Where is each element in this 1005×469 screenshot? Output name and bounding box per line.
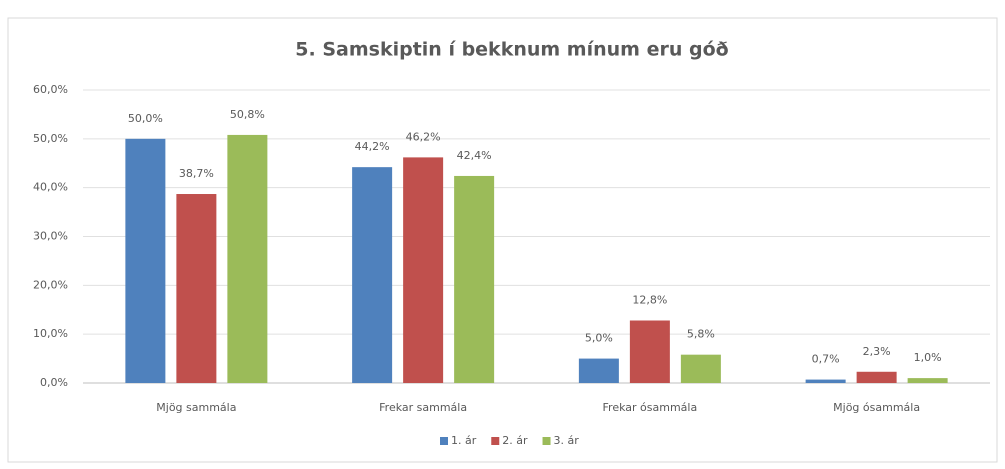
legend-label: 2. ár — [502, 434, 528, 447]
y-tick-label: 20,0% — [33, 278, 68, 291]
bar — [578, 358, 619, 383]
legend-label: 3. ár — [554, 434, 580, 447]
x-tick-label: Mjög ósammála — [833, 401, 920, 414]
data-label: 5,8% — [687, 328, 715, 341]
x-tick-label: Mjög sammála — [156, 401, 236, 414]
bar — [352, 167, 393, 383]
y-tick-label: 50,0% — [33, 132, 68, 145]
chart-frame — [7, 17, 998, 463]
legend-swatch — [440, 437, 448, 445]
data-label: 50,8% — [230, 108, 265, 121]
bar — [805, 379, 846, 383]
y-tick-label: 60,0% — [33, 83, 68, 96]
data-label: 46,2% — [406, 130, 441, 143]
data-label: 5,0% — [585, 332, 613, 345]
y-tick-label: 30,0% — [33, 230, 68, 243]
bar — [629, 320, 670, 383]
data-label: 38,7% — [179, 167, 214, 180]
y-tick-label: 0,0% — [40, 376, 68, 389]
data-label: 44,2% — [355, 140, 390, 153]
bar — [680, 354, 721, 383]
bar — [125, 138, 166, 383]
bar — [227, 134, 268, 383]
y-tick-label: 40,0% — [33, 181, 68, 194]
data-label: 42,4% — [457, 149, 492, 162]
bar — [403, 157, 444, 383]
y-tick-label: 10,0% — [33, 327, 68, 340]
x-tick-label: Frekar sammála — [379, 401, 467, 414]
data-label: 0,7% — [812, 353, 840, 366]
bar — [907, 378, 948, 383]
x-tick-label: Frekar ósammála — [603, 401, 698, 414]
data-label: 2,3% — [863, 345, 891, 358]
data-label: 1,0% — [914, 351, 942, 364]
data-label: 50,0% — [128, 112, 163, 125]
bar — [454, 175, 495, 383]
legend-swatch — [491, 437, 500, 445]
data-label: 12,8% — [632, 293, 667, 306]
legend-label: 1. ár — [451, 434, 477, 447]
legend-swatch — [542, 437, 551, 445]
bar — [176, 194, 217, 383]
bar — [856, 371, 897, 383]
chart-title: 5. Samskiptin í bekknum mínum eru góð — [295, 39, 728, 61]
